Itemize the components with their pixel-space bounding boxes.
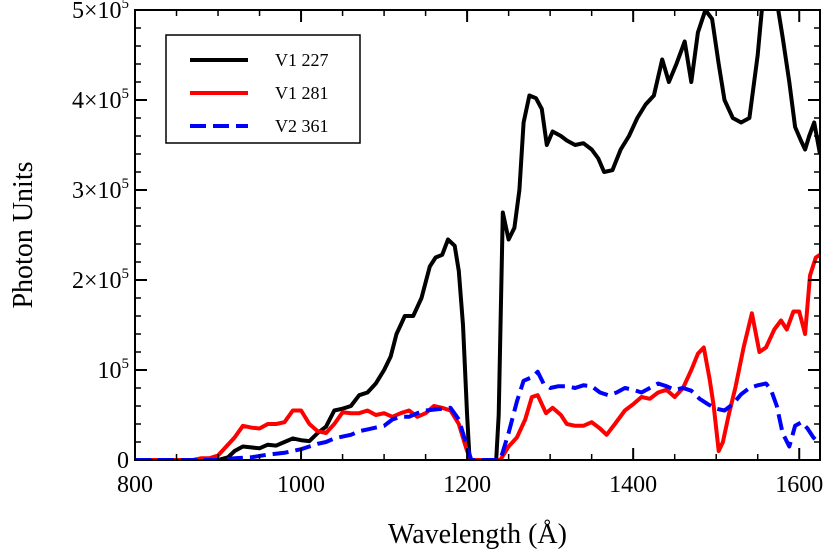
y-tick-label: 2×105 [72, 266, 129, 294]
series-line-3 [135, 369, 820, 460]
x-tick-label: 1200 [443, 472, 491, 498]
y-axis-title: Photon Units [8, 161, 39, 308]
series-layer [135, 10, 820, 460]
x-tick-label: 1000 [277, 472, 325, 498]
y-tick-label: 5×105 [72, 0, 129, 24]
x-tick-label: 800 [117, 472, 153, 498]
y-tick-label: 105 [98, 356, 130, 384]
y-tick-label: 4×105 [72, 86, 129, 114]
series-line-2 [135, 253, 820, 460]
x-axis-title: Wavelength (Å) [388, 519, 567, 550]
x-tick-label: 1400 [609, 472, 657, 498]
legend: V1 227 V1 281 V2 361 [165, 34, 361, 144]
legend-label-2: V1 281 [275, 83, 329, 103]
series-line-1 [135, 10, 820, 460]
legend-label-3: V2 361 [275, 116, 329, 136]
plot-frame [134, 9, 821, 461]
y-axis-ticks: 0 105 2×105 3×105 4×105 5×105 [72, 0, 820, 474]
x-axis-ticks: 800 1000 1200 1400 1600 [117, 10, 823, 498]
legend-label-1: V1 227 [275, 50, 329, 70]
x-tick-label: 1600 [775, 472, 823, 498]
y-tick-label: 3×105 [72, 176, 129, 204]
y-tick-label: 0 [117, 448, 129, 474]
